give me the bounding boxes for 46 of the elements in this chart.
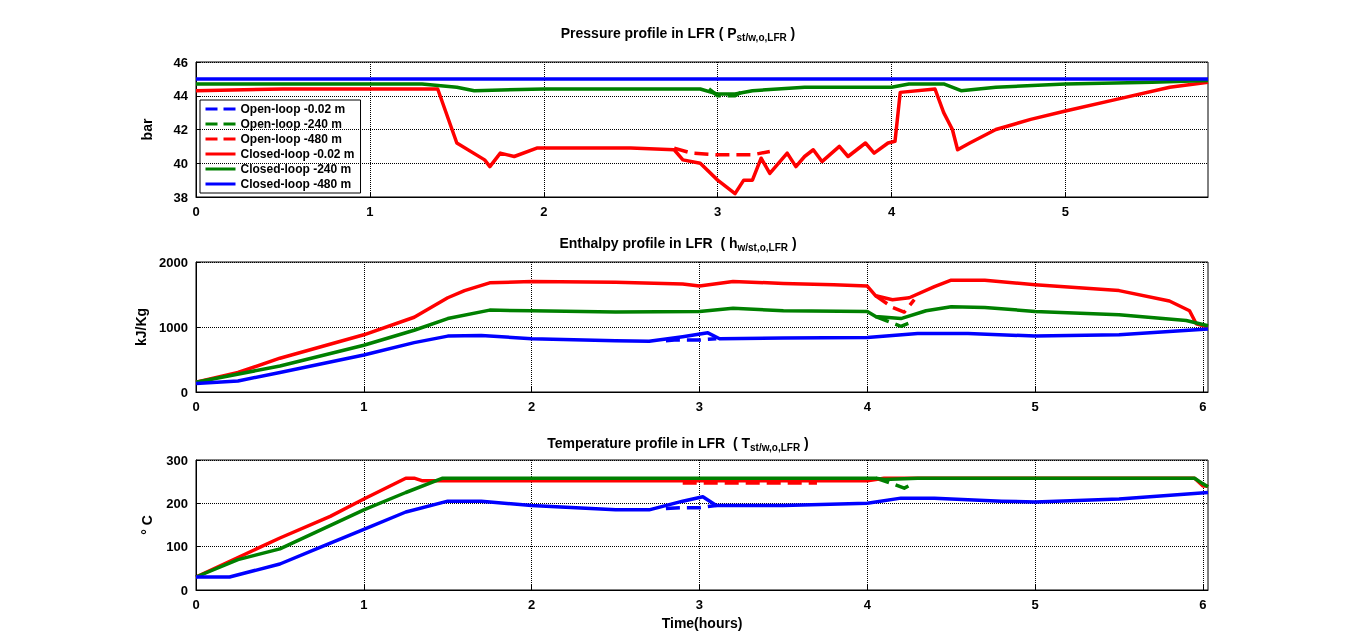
x-tick-label: 5 bbox=[1031, 399, 1039, 414]
y-tick-label: 0 bbox=[180, 384, 188, 400]
y-axis-title: kJ/Kg bbox=[133, 307, 150, 347]
y-tick-label: 300 bbox=[166, 452, 188, 468]
x-tick-label: 2 bbox=[528, 597, 536, 612]
x-tick-label: 3 bbox=[695, 399, 704, 414]
y-tick-label: 100 bbox=[166, 539, 188, 555]
y-tick-label: 200 bbox=[166, 495, 188, 511]
legend-label: Open-loop -240 m bbox=[240, 117, 342, 131]
legend-label: Open-loop -480 m bbox=[240, 132, 342, 146]
x-axis-title: Time(hours) bbox=[661, 614, 743, 631]
x-tick-label: 1 bbox=[360, 399, 368, 414]
line-series bbox=[672, 146, 772, 157]
x-tick-label: 4 bbox=[863, 597, 872, 612]
y-tick-label: 2000 bbox=[159, 254, 188, 270]
y-tick-label: 40 bbox=[173, 155, 188, 171]
line-series bbox=[194, 305, 1210, 384]
legend-label: Closed-loop -0.02 m bbox=[240, 147, 355, 161]
y-axis-title: ° C bbox=[139, 515, 155, 535]
x-tick-label: 2 bbox=[540, 204, 548, 219]
y-tick-label: 42 bbox=[173, 122, 188, 137]
legend-label: Closed-loop -240 m bbox=[240, 162, 352, 176]
legend-label: Closed-loop -480 m bbox=[240, 177, 352, 191]
x-tick-label: 1 bbox=[360, 597, 368, 612]
x-tick-label: 3 bbox=[714, 204, 722, 219]
legend-label: Open-loop -0.02 m bbox=[240, 102, 346, 116]
x-tick-label: 0 bbox=[192, 204, 200, 219]
x-tick-label: 5 bbox=[1061, 204, 1070, 219]
line-series bbox=[194, 78, 1210, 96]
y-tick-label: 1000 bbox=[159, 319, 188, 335]
x-tick-label: 4 bbox=[863, 399, 872, 414]
x-tick-label: 6 bbox=[1199, 597, 1207, 612]
y-tick-label: 44 bbox=[173, 88, 189, 104]
x-tick-label: 5 bbox=[1031, 597, 1039, 612]
x-tick-label: 0 bbox=[192, 399, 200, 414]
x-tick-label: 0 bbox=[192, 597, 200, 612]
line-series bbox=[194, 327, 1210, 386]
x-tick-label: 4 bbox=[887, 204, 896, 219]
y-tick-label: 0 bbox=[180, 582, 188, 598]
x-tick-label: 2 bbox=[528, 399, 536, 414]
y-tick-label: 46 bbox=[173, 54, 188, 70]
x-tick-label: 1 bbox=[366, 204, 374, 219]
x-tick-label: 6 bbox=[1199, 399, 1207, 414]
y-axis-title: bar bbox=[139, 118, 155, 141]
y-tick-label: 38 bbox=[173, 189, 188, 205]
x-tick-label: 3 bbox=[695, 597, 704, 612]
